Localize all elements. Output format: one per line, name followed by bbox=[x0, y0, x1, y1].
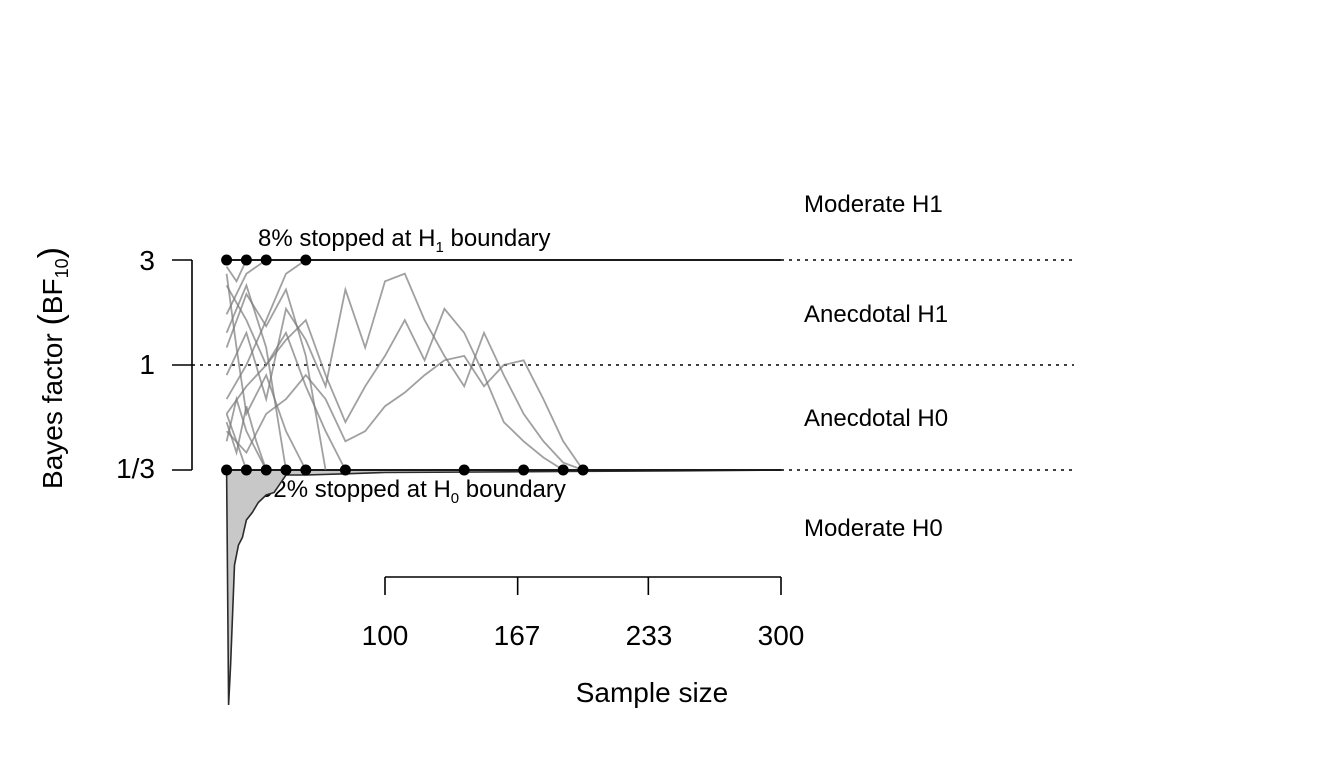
x-tick-label: 233 bbox=[626, 620, 673, 651]
x-tick-label: 300 bbox=[758, 620, 805, 651]
y-tick-label: 1 bbox=[139, 349, 155, 380]
bf-trajectory-line bbox=[225, 259, 267, 315]
h0-stop-point bbox=[221, 464, 233, 476]
bf-trajectory-line bbox=[225, 273, 307, 471]
h0-stop-point bbox=[280, 464, 292, 476]
bf-trajectory-line bbox=[225, 307, 564, 471]
h0-stop-point bbox=[260, 464, 272, 476]
h0-stop-point bbox=[339, 464, 351, 476]
bf-trajectory-line bbox=[225, 259, 307, 400]
zone-label: Moderate H0 bbox=[804, 515, 943, 542]
x-axis-label: Sample size bbox=[576, 677, 729, 708]
bf-trajectory-line bbox=[225, 282, 287, 471]
zone-label: Anecdotal H1 bbox=[804, 301, 948, 328]
h0-stop-annotation: 92% stopped at H0 boundary bbox=[260, 476, 566, 507]
h0-stop-point bbox=[518, 464, 530, 476]
bf-trajectory-line bbox=[225, 354, 584, 471]
h1-stop-point bbox=[260, 254, 272, 266]
h0-stop-point bbox=[557, 464, 569, 476]
y-tick-label: 1/3 bbox=[116, 453, 155, 484]
h0-stopping-density-area bbox=[225, 469, 782, 706]
h0-stop-point bbox=[300, 464, 312, 476]
y-tick-label: 3 bbox=[139, 245, 155, 276]
h1-stop-point bbox=[300, 254, 312, 266]
y-axis-label: Bayes factor (BF10) bbox=[32, 247, 72, 489]
bf-trajectory-line bbox=[225, 272, 584, 471]
bf-trajectory-line bbox=[225, 413, 248, 471]
h1-stop-annotation: 8% stopped at H1 boundary bbox=[258, 225, 551, 256]
zone-label: Moderate H1 bbox=[804, 191, 943, 218]
h1-stop-point bbox=[240, 254, 252, 266]
x-tick-label: 167 bbox=[494, 620, 541, 651]
bf-trajectory-line bbox=[225, 284, 347, 471]
h1-stop-point bbox=[221, 254, 233, 266]
bf-trajectory-line bbox=[225, 405, 268, 471]
bf-trajectory-line bbox=[225, 395, 268, 471]
h0-stop-point bbox=[577, 464, 589, 476]
bf-trajectory-line bbox=[225, 287, 327, 471]
h0-stop-point bbox=[458, 464, 470, 476]
h0-stop-point bbox=[240, 464, 252, 476]
bf-trajectory-line bbox=[225, 259, 248, 284]
x-tick-label: 100 bbox=[362, 620, 409, 651]
zone-label: Anecdotal H0 bbox=[804, 405, 948, 432]
